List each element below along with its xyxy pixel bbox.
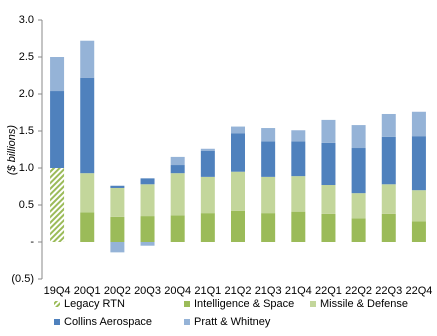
legend-swatch: [54, 301, 60, 307]
bar-segment: [381, 213, 396, 242]
y-tick-label: 1.5: [19, 125, 34, 137]
bar-segment: [80, 212, 95, 242]
bar-segment: [80, 40, 95, 78]
bar-segment: [170, 165, 185, 174]
y-tick-label: (0.5): [11, 273, 34, 285]
legend-swatch: [184, 319, 190, 325]
bar-segment: [351, 125, 366, 149]
bar-segment: [140, 216, 155, 242]
bar-segment: [50, 91, 65, 168]
x-tick-label: 22Q4: [405, 285, 432, 297]
x-tick-label: 20Q1: [74, 285, 101, 297]
bar-segment: [321, 185, 336, 214]
bar-segment: [231, 210, 245, 242]
bar-segment: [261, 213, 276, 242]
x-tick-label: 19Q4: [44, 285, 71, 297]
bar-segment: [291, 130, 306, 142]
legend-label: Missile & Defense: [320, 298, 408, 310]
bar-segment: [381, 136, 396, 185]
bar-segment: [200, 176, 215, 214]
bar-segment: [381, 113, 396, 137]
bar-segment: [261, 176, 276, 214]
bar-segment: [291, 211, 306, 242]
bar-segment: [170, 156, 185, 166]
bar-segment: [200, 148, 215, 151]
bar-segment: [170, 215, 185, 242]
bar-segment: [110, 242, 125, 253]
x-tick-label: 21Q4: [285, 285, 312, 297]
legend-label: Pratt & Whitney: [194, 316, 271, 328]
bar-segment: [140, 242, 155, 246]
bar-segment: [140, 184, 155, 217]
bar-segment: [231, 126, 245, 134]
x-tick-label: 22Q3: [375, 285, 402, 297]
x-tick-label: 20Q2: [104, 285, 131, 297]
bar-segment: [110, 216, 125, 242]
bar-segment: [231, 133, 245, 172]
x-tick-label: 21Q3: [255, 285, 282, 297]
bar-segment: [411, 190, 426, 222]
y-tick-label: 2.0: [19, 88, 34, 100]
bar-segment: [140, 178, 155, 185]
x-tick-label: 22Q2: [345, 285, 372, 297]
bar-segment: [321, 119, 336, 143]
bar-segment: [170, 173, 185, 216]
bar-segment: [231, 171, 245, 211]
bar-segment: [321, 142, 336, 186]
x-tick-label: 22Q1: [315, 285, 342, 297]
bar-segment: [110, 187, 125, 217]
legend-label: Legacy RTN: [64, 298, 125, 310]
bar-segment: [261, 141, 276, 177]
bar-segment: [80, 77, 95, 174]
y-tick-label: 1.0: [19, 162, 34, 174]
bar-segment: [411, 221, 426, 242]
bar-segment: [110, 185, 125, 188]
x-tick-label: 21Q1: [194, 285, 221, 297]
bar-segment: [200, 213, 215, 242]
bar-segment: [261, 128, 276, 142]
legend-swatch: [54, 319, 60, 325]
bar-segment: [351, 148, 366, 194]
legend-label: Collins Aerospace: [64, 316, 152, 328]
legend-swatch: [310, 301, 316, 307]
y-tick-label: 0.5: [19, 199, 34, 211]
bar-segment: [411, 111, 426, 137]
bar-segment: [50, 168, 65, 242]
bar-segment: [50, 57, 65, 92]
x-tick-label: 21Q2: [225, 285, 252, 297]
bar-segment: [291, 176, 306, 212]
y-tick-label: 2.5: [19, 51, 34, 63]
x-tick-label: 20Q4: [164, 285, 191, 297]
legend-swatch: [184, 301, 190, 307]
x-tick-label: 20Q3: [134, 285, 161, 297]
bar-segment: [321, 213, 336, 242]
bar-segment: [381, 184, 396, 214]
bar-segment: [291, 141, 306, 177]
y-tick-label: -: [30, 236, 34, 248]
bar-segment: [351, 218, 366, 242]
bar-segment: [351, 193, 366, 219]
bar-segment: [80, 173, 95, 213]
y-axis-label: ($ billions): [6, 125, 18, 175]
y-tick-label: 3.0: [19, 14, 34, 26]
bar-segment: [411, 136, 426, 191]
legend-label: Intelligence & Space: [194, 298, 294, 310]
bar-segment: [200, 150, 215, 177]
